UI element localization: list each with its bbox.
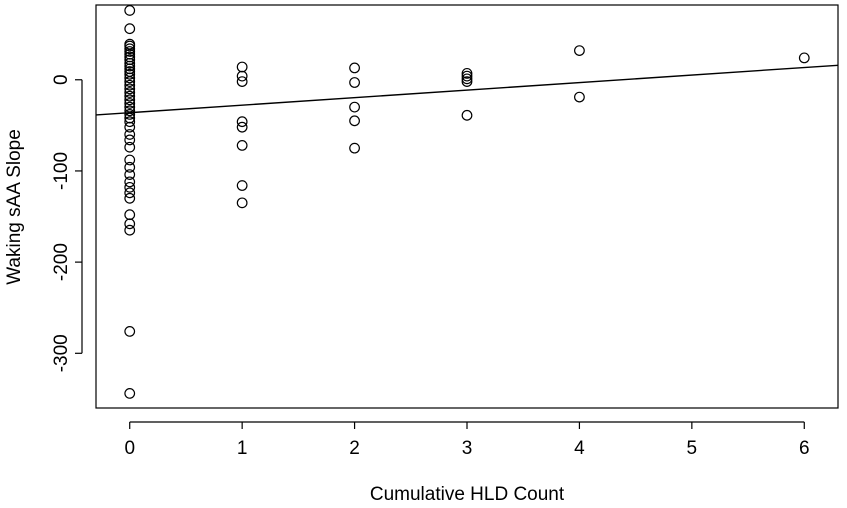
data-point: [124, 192, 136, 204]
data-point: [124, 134, 136, 146]
x-tick-label: 6: [799, 438, 810, 459]
data-point: [124, 121, 136, 133]
y-tick-label: -100: [51, 152, 72, 190]
x-tick-label: 4: [574, 438, 585, 459]
data-point: [124, 79, 136, 91]
x-tick-label: 5: [687, 438, 698, 459]
data-point: [349, 142, 360, 154]
data-point: [124, 23, 136, 35]
data-point: [124, 46, 136, 57]
data-point: [124, 109, 136, 120]
data-point: [349, 101, 360, 113]
data-point: [236, 116, 248, 128]
data-point: [124, 388, 136, 399]
data-point: [461, 76, 473, 87]
data-point: [124, 218, 136, 230]
data-point: [124, 90, 136, 102]
data-point: [124, 154, 136, 166]
x-axis: 0 1 2 3 4 5 6: [124, 421, 810, 459]
data-point: [124, 57, 136, 69]
x-axis-title: Cumulative HLD Count: [370, 484, 565, 505]
x-tick-label: 2: [349, 438, 360, 459]
data-point: [124, 105, 136, 117]
regression-line: [95, 64, 839, 116]
data-point: [124, 187, 136, 199]
data-point: [798, 52, 810, 64]
data-point: [124, 141, 136, 153]
y-tick-label: -200: [51, 243, 72, 281]
plot-frame: [95, 4, 839, 409]
y-axis-title: Waking sAA Slope: [4, 129, 25, 285]
data-point: [124, 101, 136, 113]
data-point: [124, 224, 136, 236]
data-points: [124, 5, 810, 399]
data-point: [236, 180, 248, 191]
data-point: [236, 121, 248, 133]
data-point: [124, 169, 136, 180]
data-point: [461, 70, 473, 82]
x-tick-label: 1: [237, 438, 248, 459]
data-point: [236, 70, 248, 82]
data-point: [236, 140, 248, 151]
y-axis: 0 -100 -200 -300: [51, 74, 83, 372]
data-point: [461, 109, 473, 121]
data-point: [124, 181, 136, 193]
data-point: [124, 129, 136, 140]
data-point: [461, 73, 473, 85]
data-point: [574, 45, 585, 56]
data-point: [124, 40, 136, 52]
data-point: [349, 77, 360, 88]
data-point: [124, 161, 136, 173]
data-point: [574, 91, 585, 103]
data-point: [461, 67, 473, 79]
data-point: [124, 83, 136, 95]
data-point: [349, 115, 360, 127]
data-point: [124, 326, 136, 337]
data-point: [124, 87, 136, 98]
x-tick-label: 3: [462, 438, 473, 459]
x-tick-label: 0: [124, 438, 135, 459]
data-point: [124, 5, 136, 16]
data-point: [236, 76, 248, 87]
data-point: [124, 60, 136, 72]
y-tick-label: -300: [51, 334, 72, 372]
data-point: [124, 98, 136, 109]
data-point: [349, 62, 360, 74]
data-point: [124, 176, 136, 188]
data-point: [124, 76, 136, 87]
data-point: [124, 68, 136, 80]
data-point: [124, 72, 136, 84]
data-point: [124, 209, 136, 221]
data-point: [124, 43, 136, 55]
data-point: [124, 116, 136, 128]
data-point: [236, 61, 248, 73]
y-tick-label: 0: [51, 74, 72, 85]
data-point: [236, 197, 248, 209]
data-point: [124, 94, 136, 106]
